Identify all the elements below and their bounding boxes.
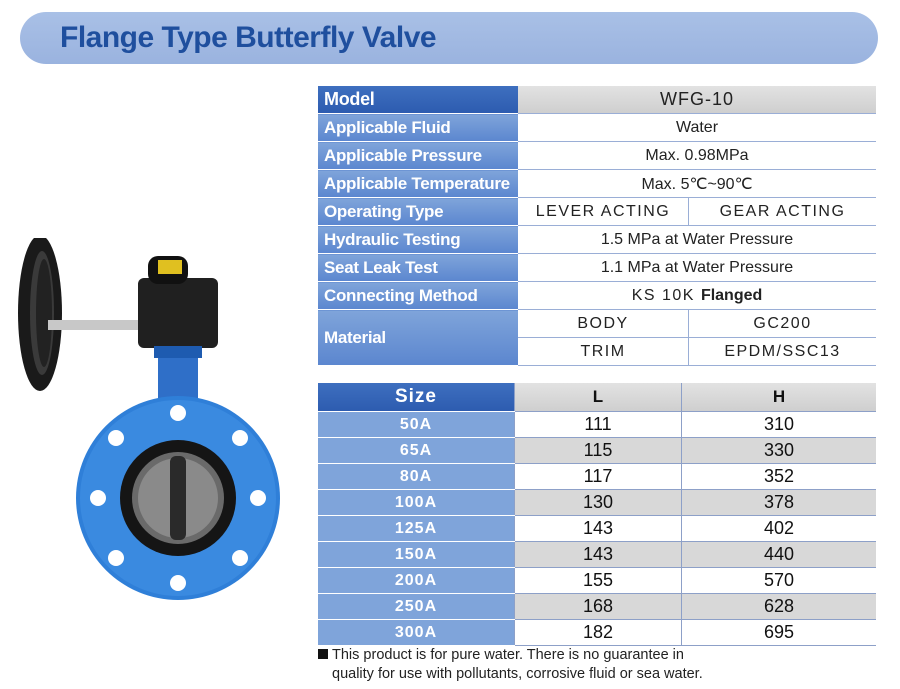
size-table: Size L H 50A 111 310 65A 115 330 80A 117 352 1… <box>318 383 876 646</box>
spec-table: Model WFG-10 Applicable Fluid Water Appl… <box>318 86 876 366</box>
spec-row-pressure: Applicable Pressure Max. 0.98MPa <box>318 141 876 170</box>
spec-row-material-2: TRIM EPDM/SSC13 <box>318 337 876 366</box>
table-row: 250A 168 628 <box>318 593 876 620</box>
table-row: 100A 130 378 <box>318 489 876 516</box>
size-header-row: Size L H <box>318 383 876 412</box>
table-row: 65A 115 330 <box>318 437 876 464</box>
spec-label: Applicable Temperature <box>318 169 518 198</box>
title-bar: Flange Type Butterfly Valve <box>20 12 878 64</box>
size-cell: 65A <box>318 437 515 464</box>
spec-label: Operating Type <box>318 197 518 226</box>
spec-value: 1.1 MPa at Water Pressure <box>518 253 876 282</box>
spec-row-material-1: Material BODY GC200 <box>318 309 876 366</box>
spec-value: Max. 5℃~90℃ <box>518 169 876 198</box>
size-header: Size <box>318 383 515 412</box>
material-part: TRIM <box>518 337 689 366</box>
table-row: 50A 111 310 <box>318 411 876 438</box>
footnote: This product is for pure water. There is… <box>318 646 703 684</box>
h-cell: 570 <box>681 567 876 594</box>
l-cell: 155 <box>514 567 682 594</box>
table-row: 200A 155 570 <box>318 567 876 594</box>
size-cell: 80A <box>318 463 515 490</box>
spec-label: Connecting Method <box>318 281 518 310</box>
material-part: BODY <box>518 309 689 338</box>
size-cell: 125A <box>318 515 515 542</box>
h-header: H <box>681 383 876 412</box>
spec-value: Max. 0.98MPa <box>518 141 876 170</box>
table-row: 80A 117 352 <box>318 463 876 490</box>
spec-value: WFG-10 <box>518 86 876 114</box>
size-cell: 150A <box>318 541 515 568</box>
h-cell: 310 <box>681 411 876 438</box>
spec-value: 1.5 MPa at Water Pressure <box>518 225 876 254</box>
l-cell: 111 <box>514 411 682 438</box>
spec-label: Model <box>318 86 518 114</box>
size-cell: 250A <box>318 593 515 620</box>
spec-value: Water <box>518 113 876 142</box>
spec-row-temperature: Applicable Temperature Max. 5℃~90℃ <box>318 169 876 198</box>
spec-label: Material <box>318 309 518 366</box>
l-cell: 117 <box>514 463 682 490</box>
l-cell: 143 <box>514 515 682 542</box>
size-cell: 50A <box>318 411 515 438</box>
spec-label: Applicable Pressure <box>318 141 518 170</box>
l-cell: 182 <box>514 619 682 646</box>
h-cell: 330 <box>681 437 876 464</box>
butterfly-valve-image <box>18 238 280 600</box>
connecting-suffix: Flanged <box>700 286 763 304</box>
spec-label: Applicable Fluid <box>318 113 518 142</box>
h-cell: 695 <box>681 619 876 646</box>
h-cell: 378 <box>681 489 876 516</box>
l-cell: 168 <box>514 593 682 620</box>
material-value: EPDM/SSC13 <box>688 337 876 366</box>
h-cell: 402 <box>681 515 876 542</box>
table-row: 150A 143 440 <box>318 541 876 568</box>
note-square-bullet <box>318 649 328 659</box>
spec-row-fluid: Applicable Fluid Water <box>318 113 876 142</box>
spec-row-operating: Operating Type LEVER ACTING GEAR ACTING <box>318 197 876 226</box>
spec-label: Seat Leak Test <box>318 253 518 282</box>
table-row: 125A 143 402 <box>318 515 876 542</box>
h-cell: 628 <box>681 593 876 620</box>
spec-value: LEVER ACTING <box>518 197 689 226</box>
h-cell: 440 <box>681 541 876 568</box>
spec-row-hydraulic: Hydraulic Testing 1.5 MPa at Water Press… <box>318 225 876 254</box>
connecting-prefix: KS 10K <box>631 286 695 304</box>
l-header: L <box>514 383 682 412</box>
l-cell: 115 <box>514 437 682 464</box>
spec-label: Hydraulic Testing <box>318 225 518 254</box>
spec-row-seat: Seat Leak Test 1.1 MPa at Water Pressure <box>318 253 876 282</box>
spec-row-connecting: Connecting Method KS 10K Flanged <box>318 281 876 310</box>
l-cell: 143 <box>514 541 682 568</box>
page-title: Flange Type Butterfly Valve <box>60 21 437 54</box>
spec-value: KS 10K Flanged <box>518 281 876 310</box>
spec-value: GEAR ACTING <box>688 197 876 226</box>
shaft <box>48 320 158 330</box>
l-cell: 130 <box>514 489 682 516</box>
size-cell: 300A <box>318 619 515 646</box>
spec-row-model: Model WFG-10 <box>318 86 876 114</box>
note-line-1: This product is for pure water. There is… <box>332 647 684 663</box>
h-cell: 352 <box>681 463 876 490</box>
size-cell: 200A <box>318 567 515 594</box>
table-row: 300A 182 695 <box>318 619 876 646</box>
gearbox <box>138 278 218 348</box>
material-value: GC200 <box>688 309 876 338</box>
note-line-2: quality for use with pollutants, corrosi… <box>332 666 703 682</box>
size-cell: 100A <box>318 489 515 516</box>
